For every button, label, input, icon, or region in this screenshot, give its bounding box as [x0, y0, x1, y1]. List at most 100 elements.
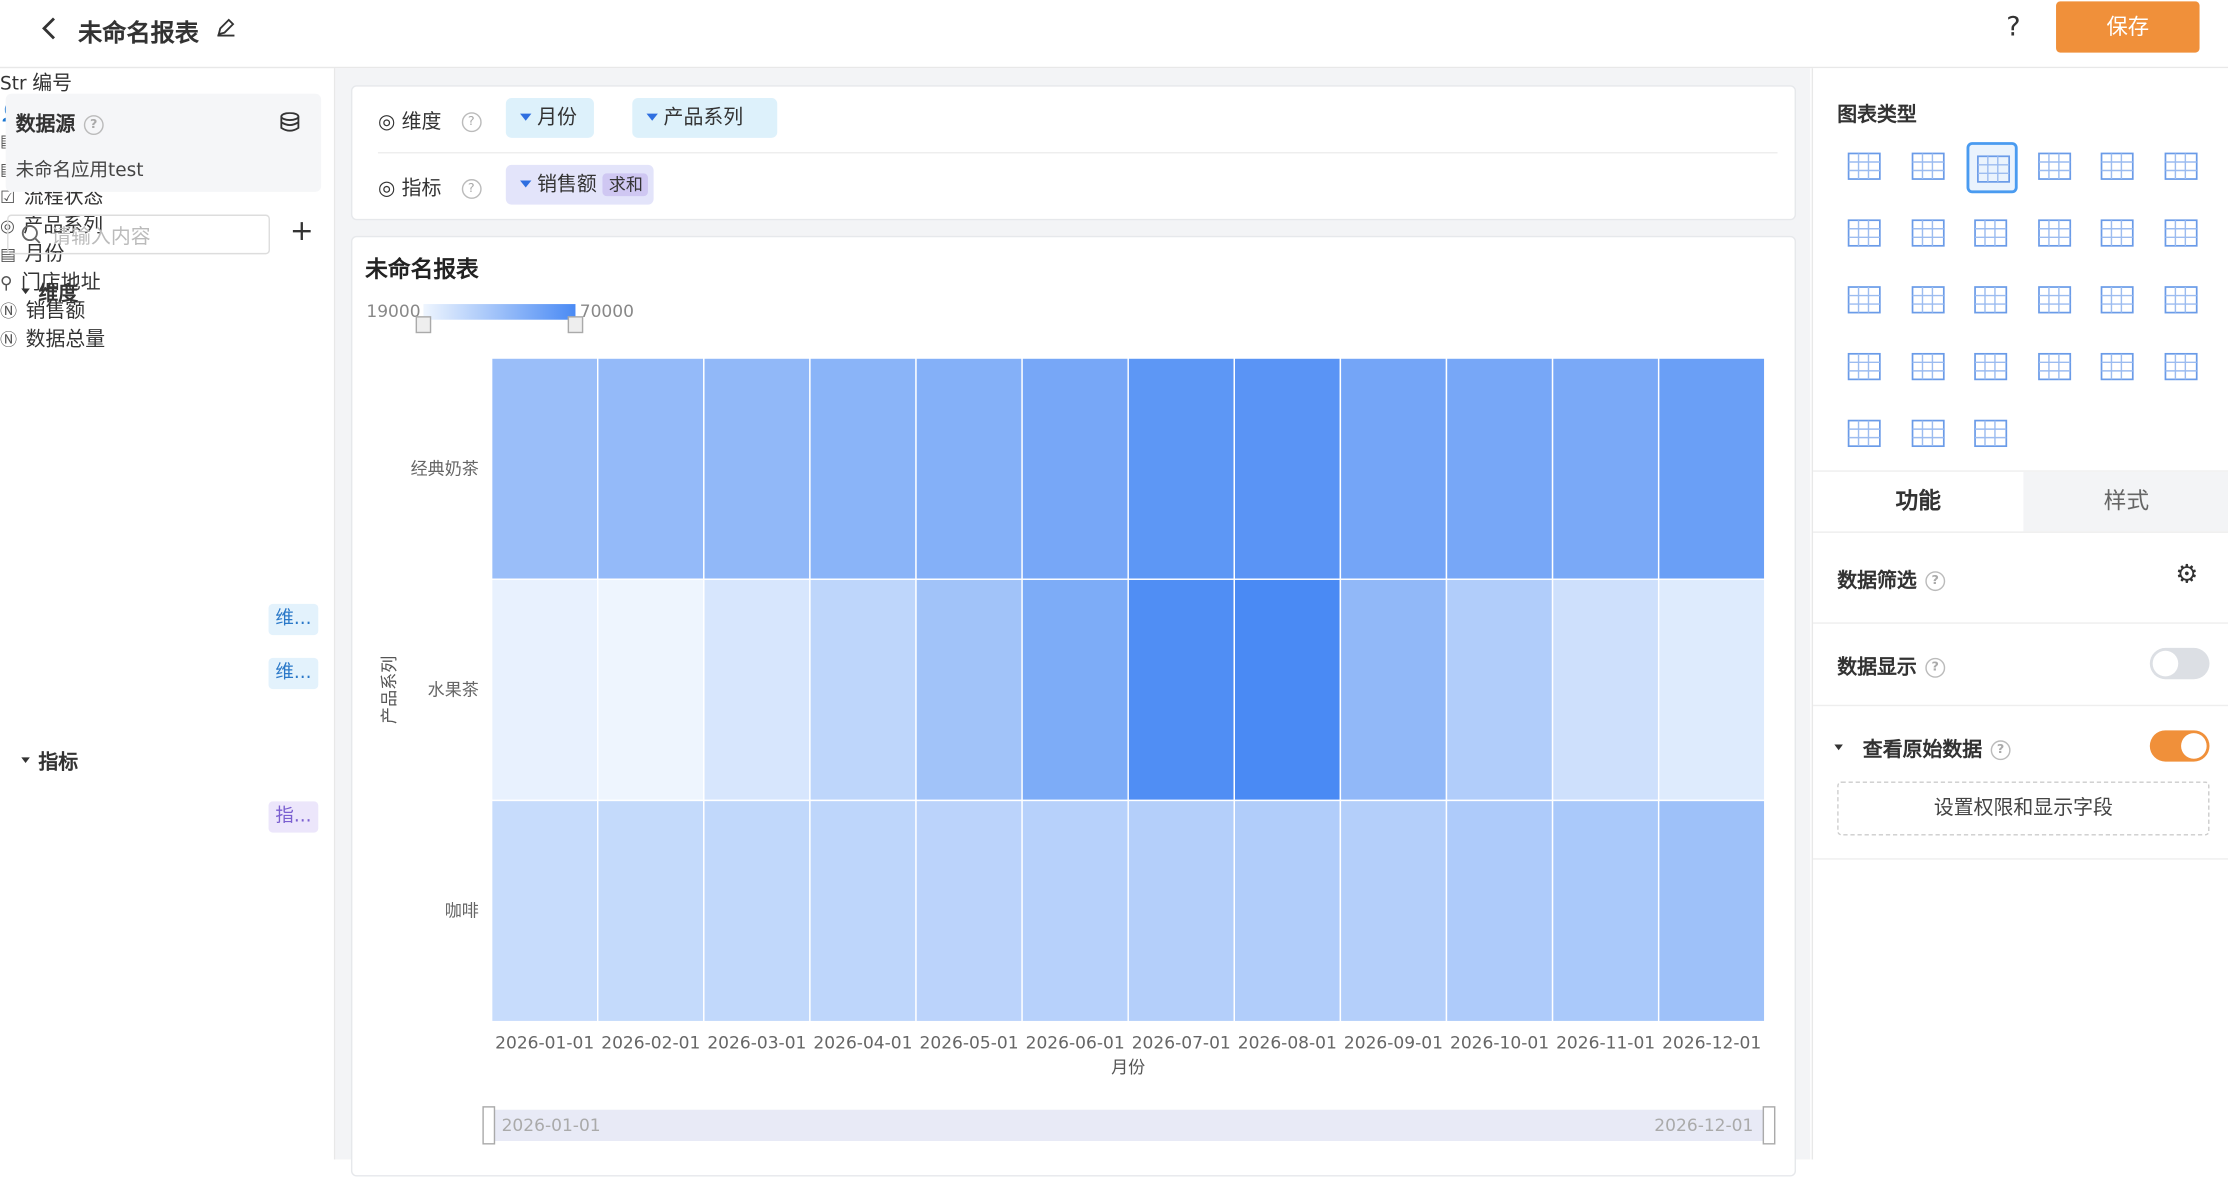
heat-cell — [1233, 578, 1342, 802]
help-button[interactable]: ? — [2006, 11, 2021, 43]
chart-type-icon[interactable] — [2093, 276, 2141, 324]
zoom-handle[interactable] — [1762, 1106, 1776, 1145]
search-placeholder: 请输入内容 — [51, 225, 151, 249]
heat-cell — [1233, 799, 1342, 1023]
chart-type-icon[interactable] — [2030, 142, 2078, 190]
datasource-title: 数据源 — [15, 113, 76, 137]
chart-type-icon[interactable] — [1967, 276, 2015, 324]
zoom-start: 2026-01-01 — [502, 1116, 601, 1136]
measure-shelf-label: 指标 — [401, 177, 442, 201]
heat-cell — [1551, 578, 1660, 802]
heat-cell — [1657, 357, 1766, 580]
dimension-chip[interactable]: 月份 — [505, 98, 594, 138]
chart-type-icon[interactable] — [1840, 209, 1888, 257]
field-tag[interactable]: 指... — [268, 801, 319, 833]
field[interactable]: Ⓝ 销售额 — [0, 296, 334, 324]
heat-cell — [597, 357, 705, 580]
chart-type-icon[interactable] — [1840, 342, 1888, 390]
sidebar: 数据源? 未命名应用test 请输入内容 + 维度 Str编号👤申请人▤申请时间… — [0, 68, 336, 1160]
measure-section[interactable]: 指标 — [21, 747, 78, 775]
heat-cell — [1445, 799, 1554, 1023]
x-tick-label: 2026-02-01 — [601, 1034, 700, 1054]
chart-type-icon[interactable] — [2030, 209, 2078, 257]
chart-type-icon[interactable] — [2156, 209, 2204, 257]
chart-type-icon[interactable] — [2030, 342, 2078, 390]
heat-cell — [703, 357, 811, 580]
zoom-track[interactable] — [484, 1109, 1772, 1141]
field-tag[interactable]: 维... — [268, 603, 319, 636]
measure-chip[interactable]: 销售额 求和 — [505, 164, 655, 205]
edit-icon[interactable] — [216, 17, 236, 37]
save-button[interactable]: 保存 — [2056, 1, 2200, 53]
heat-cell — [1445, 578, 1554, 802]
dimension-chip[interactable]: 产品系列 — [632, 98, 778, 138]
datasource-icon[interactable] — [280, 112, 303, 132]
measure-agg[interactable]: 求和 — [603, 173, 649, 197]
chart-type-icon[interactable] — [1967, 209, 2015, 257]
chart-type-icon[interactable] — [2156, 276, 2204, 324]
zoom-end: 2026-12-01 — [1654, 1116, 1753, 1136]
chart-types-title: 图表类型 — [1837, 103, 1917, 127]
heat-cell — [809, 357, 917, 580]
heat-cell — [915, 357, 1023, 580]
y-tick-label: 水果茶 — [428, 681, 479, 701]
heat-cell — [1657, 578, 1766, 802]
chart-type-icon[interactable] — [1967, 342, 2015, 390]
tab-active[interactable]: 功能 — [1895, 487, 1941, 515]
visual-map-max: 70000 — [580, 302, 634, 322]
chart-type-icon[interactable] — [2156, 142, 2204, 190]
chart-type-icon[interactable] — [2093, 342, 2141, 390]
tab[interactable]: 样式 — [2023, 471, 2228, 532]
y-tick-label: 咖啡 — [445, 902, 479, 922]
add-button[interactable]: + — [289, 213, 314, 248]
visual-map-handle[interactable] — [415, 316, 432, 334]
heat-cell — [809, 799, 917, 1023]
field-name: 销售额 — [25, 299, 86, 323]
field[interactable]: ⚲ 门店地址 — [0, 267, 334, 295]
chart-type-icon[interactable] — [1903, 276, 1951, 324]
field-tag[interactable]: 维... — [268, 657, 319, 690]
field-type: Str — [0, 73, 27, 96]
show-data-toggle[interactable] — [2149, 647, 2210, 680]
x-tick-label: 2026-08-01 — [1238, 1034, 1337, 1054]
chart-type-icon[interactable] — [1840, 276, 1888, 324]
chart-type-icon[interactable] — [1903, 409, 1951, 457]
chart-type-icon[interactable] — [2093, 142, 2141, 190]
heat-cell — [490, 799, 599, 1023]
chart-type-icon[interactable] — [1903, 209, 1951, 257]
chart-type-icon[interactable] — [2093, 209, 2141, 257]
field[interactable]: Ⓝ 数据总量 — [0, 324, 334, 352]
zoom-handle[interactable] — [482, 1106, 496, 1145]
search-box[interactable]: 请输入内容 — [7, 214, 270, 255]
heat-cell — [1657, 799, 1766, 1023]
heat-cell — [1551, 799, 1660, 1023]
dimension-section[interactable]: 维度 — [21, 278, 78, 306]
filter-settings[interactable]: ⚙ — [2175, 559, 2199, 590]
back-icon[interactable] — [40, 16, 60, 42]
field[interactable]: Str 编号 — [0, 68, 334, 96]
chart-type-icon[interactable] — [1903, 142, 1951, 190]
chart-type-icon[interactable] — [1840, 409, 1888, 457]
raw-data-label[interactable]: 查看原始数据 — [1862, 738, 1983, 762]
chart-type-icon[interactable] — [2030, 276, 2078, 324]
datasource-card[interactable]: 数据源? 未命名应用test — [5, 93, 322, 192]
chart-type-icon[interactable] — [1903, 342, 1951, 390]
chart-type-icon[interactable] — [2156, 342, 2204, 390]
visual-map-handle[interactable] — [567, 316, 584, 334]
chart-type-icon[interactable] — [1966, 142, 2018, 194]
x-tick-label: 2026-09-01 — [1344, 1034, 1443, 1054]
visual-map-min: 19000 — [366, 302, 420, 322]
field-name: 产品系列 — [23, 214, 103, 238]
raw-data-toggle[interactable] — [2149, 730, 2210, 762]
heat-cell — [1021, 578, 1129, 802]
chart-card: 未命名报表 19000 70000 经典奶茶 水果茶 咖啡 2026-01-01 2026-… — [350, 235, 1797, 1177]
x-tick-label: 2026-10-01 — [1450, 1034, 1549, 1054]
chart-type-icon[interactable] — [1967, 409, 2015, 457]
heat-cell — [915, 578, 1023, 802]
visual-map-bar — [423, 304, 576, 320]
raw-data-button[interactable]: 设置权限和显示字段 — [1837, 781, 2210, 836]
measure-field: 销售额 — [537, 173, 597, 197]
heat-cell — [1127, 799, 1235, 1023]
chart-type-icon[interactable] — [1840, 142, 1888, 190]
